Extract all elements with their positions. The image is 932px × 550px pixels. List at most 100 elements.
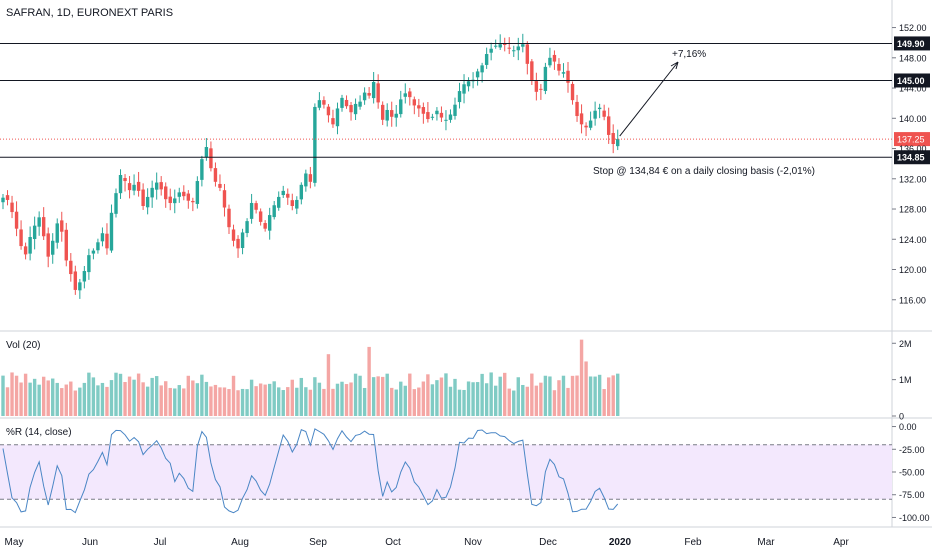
volume-bar <box>55 382 59 416</box>
volume-tick-label: 1M <box>899 375 912 385</box>
williams-r-axis: 0.00 -25.00 -50.00 -75.00 -100.00 <box>892 422 930 523</box>
candle-body <box>118 175 123 194</box>
volume-bar <box>286 387 290 416</box>
volume-bar <box>498 376 502 416</box>
time-tick-label: Feb <box>684 537 702 548</box>
price-tick-label: 128.00 <box>899 205 927 215</box>
volume-bar <box>109 380 114 416</box>
volume-bar <box>304 387 308 416</box>
volume-bar <box>394 389 398 416</box>
volume-bar <box>136 373 141 416</box>
annotations[interactable] <box>619 61 679 137</box>
volume-bar <box>28 382 32 416</box>
volume-bar <box>254 386 258 416</box>
volume-bar <box>41 376 46 416</box>
candle-body <box>390 110 394 117</box>
volume-bar <box>132 379 136 416</box>
volume-bar <box>606 377 611 416</box>
price-candles[interactable] <box>1 33 620 299</box>
volume-bar <box>159 385 163 416</box>
price-tick-label: 144.00 <box>899 84 927 94</box>
volume-bar <box>534 385 539 416</box>
candle-body <box>521 44 525 47</box>
volume-bar <box>236 390 240 416</box>
candle-body <box>498 44 502 48</box>
candle-body <box>584 125 588 128</box>
candle-body <box>227 208 231 228</box>
volume-bar <box>403 385 407 416</box>
volume-bar <box>593 376 597 416</box>
stop-annotation[interactable]: Stop @ 134,84 € on a daily closing basis… <box>593 166 815 177</box>
wr-tick-label: -100.00 <box>899 513 930 523</box>
horizontal-levels[interactable]: 149.90 145.00 134.85 137.25 <box>0 36 930 165</box>
candle-body <box>231 229 236 241</box>
target-annotation[interactable]: +7,16% <box>672 49 706 60</box>
candle-body <box>367 92 371 96</box>
candle-body <box>186 193 191 201</box>
candle-body <box>340 97 344 108</box>
candle-body <box>200 159 204 180</box>
volume-bar <box>480 373 484 416</box>
volume-bar <box>602 389 606 416</box>
candle-body <box>484 54 489 65</box>
volume-bar <box>313 377 317 416</box>
level-price-tag <box>894 150 930 165</box>
candle-body <box>394 113 398 118</box>
candle-body <box>204 147 209 158</box>
candle-body <box>317 100 322 108</box>
level-price-tag <box>894 36 930 51</box>
volume-bar <box>430 384 435 416</box>
candle-body <box>37 217 41 227</box>
williams-r-panel[interactable] <box>0 428 892 514</box>
candle-body <box>82 271 87 282</box>
candle-body <box>421 107 426 114</box>
candle-body <box>335 108 340 127</box>
level-price-label: 149.90 <box>897 39 925 49</box>
volume-bar <box>231 375 236 416</box>
volume-bar <box>380 376 385 416</box>
volume-bar <box>245 389 249 416</box>
candle-body <box>462 84 466 94</box>
candle-body <box>141 189 145 206</box>
volume-bar <box>466 381 471 416</box>
candle-body <box>14 211 19 229</box>
candle-body <box>19 229 23 247</box>
candle-body <box>28 237 32 254</box>
candle-body <box>240 232 245 249</box>
volume-bar <box>530 373 534 416</box>
volume-bar <box>340 381 344 416</box>
price-tick-label: 148.00 <box>899 53 927 63</box>
volume-bar <box>10 372 14 416</box>
candle-body <box>173 198 177 204</box>
volume-bar <box>349 382 353 416</box>
candle-body <box>272 205 276 218</box>
volume-bar <box>566 387 570 416</box>
volume-bar <box>191 380 195 416</box>
candle-body <box>503 43 507 45</box>
volume-bar <box>417 387 421 416</box>
candle-body <box>548 57 552 66</box>
candle-body <box>249 202 254 219</box>
volume-bar <box>46 380 50 416</box>
volume-bar <box>127 376 132 416</box>
last-price-label: 137.25 <box>897 135 925 145</box>
volume-bar <box>299 377 304 416</box>
volume-bar <box>521 384 525 416</box>
candle-body <box>132 184 136 191</box>
volume-bar <box>5 387 10 416</box>
candle-body <box>51 240 55 255</box>
volume-bar <box>335 383 340 416</box>
candle-body <box>371 82 376 99</box>
wr-tick-label: -50.00 <box>899 468 925 478</box>
time-tick-label: Mar <box>757 537 775 548</box>
candle-body <box>23 246 28 255</box>
price-tick-label: 124.00 <box>899 235 927 245</box>
candle-body <box>222 190 227 208</box>
volume-bars[interactable] <box>1 339 620 416</box>
wr-tick-label: 0.00 <box>899 422 917 432</box>
volume-tick-label: 2M <box>899 339 912 349</box>
volume-bar <box>118 373 123 416</box>
candle-body <box>453 104 457 116</box>
